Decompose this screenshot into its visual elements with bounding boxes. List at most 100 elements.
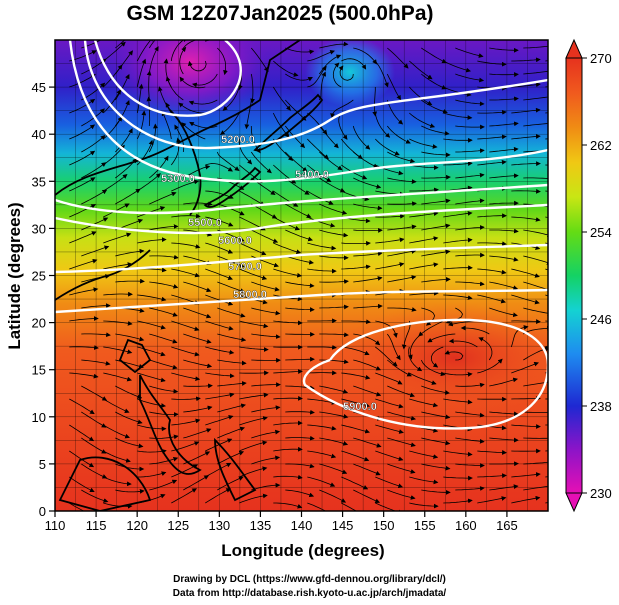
streamline bbox=[285, 47, 315, 55]
streamline bbox=[511, 396, 541, 401]
streamline bbox=[251, 405, 281, 413]
streamline bbox=[188, 99, 218, 106]
streamline bbox=[353, 303, 383, 309]
streamline bbox=[239, 320, 269, 329]
streamline bbox=[341, 346, 370, 356]
streamline bbox=[181, 122, 206, 140]
streamline bbox=[353, 385, 382, 397]
streamline bbox=[69, 424, 95, 442]
streamline bbox=[251, 333, 281, 340]
streamline bbox=[387, 489, 416, 500]
streamline bbox=[251, 281, 280, 292]
streamline bbox=[443, 60, 471, 73]
y-tick-label: 0 bbox=[39, 504, 46, 519]
streamline bbox=[285, 356, 315, 362]
streamline bbox=[307, 216, 336, 228]
streamline bbox=[455, 47, 484, 58]
streamline bbox=[409, 112, 436, 128]
streamline bbox=[443, 112, 473, 120]
streamline bbox=[409, 372, 437, 385]
y-tick-label: 20 bbox=[32, 316, 46, 331]
x-axis: 110 115 120 125 130 135 140 145 150 155 160 165 bbox=[45, 511, 518, 533]
lat-lon-grid bbox=[55, 40, 548, 511]
streamline bbox=[81, 303, 111, 309]
streamline bbox=[455, 73, 485, 83]
streamline bbox=[251, 455, 281, 465]
streamline bbox=[307, 370, 337, 376]
streamline bbox=[81, 108, 105, 127]
streamline bbox=[443, 372, 473, 377]
streamline bbox=[244, 99, 252, 130]
streamline bbox=[137, 372, 166, 383]
streamline bbox=[353, 276, 383, 283]
streamline bbox=[183, 383, 213, 389]
streamline bbox=[374, 60, 389, 88]
contour-label: 5800.0 bbox=[233, 289, 267, 301]
streamline bbox=[273, 446, 303, 452]
contour-label: 5600.0 bbox=[218, 235, 252, 247]
colorbar-tick-label: 246 bbox=[590, 312, 612, 327]
streamline bbox=[239, 416, 268, 426]
streamline bbox=[103, 502, 133, 509]
streamline bbox=[511, 188, 541, 194]
streamline bbox=[81, 332, 111, 338]
streamline bbox=[409, 86, 433, 106]
streamline bbox=[103, 64, 123, 88]
colorbar-tick-label: 270 bbox=[590, 51, 612, 66]
streamline bbox=[341, 240, 371, 246]
streamline bbox=[455, 99, 485, 107]
streamline bbox=[338, 65, 354, 81]
colorbar-bottom-arrow bbox=[565, 492, 583, 513]
height-contour-line bbox=[83, 40, 548, 150]
height-contour-line bbox=[93, 40, 242, 117]
streamline bbox=[523, 94, 548, 101]
streamline bbox=[171, 346, 200, 357]
streamline bbox=[409, 398, 439, 408]
streamline bbox=[307, 49, 335, 62]
streamline bbox=[460, 325, 490, 335]
streamline bbox=[285, 307, 315, 312]
coastline bbox=[214, 437, 257, 502]
y-tick-label: 25 bbox=[32, 269, 46, 284]
streamline bbox=[420, 359, 446, 377]
streamline bbox=[444, 350, 464, 361]
streamline bbox=[307, 138, 329, 160]
streamline bbox=[489, 200, 519, 206]
x-tick-label: 165 bbox=[496, 518, 518, 533]
streamline bbox=[523, 121, 548, 127]
streamline bbox=[146, 70, 152, 101]
streamline bbox=[115, 128, 133, 153]
streamline bbox=[171, 242, 201, 249]
streamline bbox=[477, 213, 507, 219]
colorbar-tick-label: 238 bbox=[590, 399, 612, 414]
streamline bbox=[239, 268, 268, 281]
streamline bbox=[285, 99, 307, 121]
streamline bbox=[149, 434, 179, 440]
streamline bbox=[273, 474, 303, 480]
streamline bbox=[171, 179, 200, 192]
streamline bbox=[149, 359, 178, 370]
coastline bbox=[139, 374, 202, 475]
streamline bbox=[409, 211, 439, 218]
x-tick-label: 155 bbox=[414, 518, 436, 533]
streamline bbox=[375, 320, 398, 338]
streamline bbox=[136, 58, 147, 88]
streamline bbox=[341, 190, 370, 202]
streamline bbox=[375, 346, 398, 367]
streamline bbox=[375, 138, 400, 156]
y-tick-label: 30 bbox=[32, 221, 46, 236]
streamline bbox=[285, 255, 314, 265]
streamline bbox=[273, 502, 303, 509]
streamline bbox=[353, 463, 381, 476]
streamline bbox=[523, 379, 548, 387]
contour-label: 5700.0 bbox=[228, 261, 262, 273]
streamline bbox=[443, 237, 473, 244]
x-tick-label: 140 bbox=[291, 518, 313, 533]
streamline bbox=[386, 125, 411, 144]
streamline bbox=[69, 150, 96, 166]
streamline bbox=[511, 107, 541, 114]
streamline bbox=[285, 489, 315, 498]
streamline bbox=[183, 405, 213, 413]
streamline bbox=[285, 73, 313, 82]
streamline bbox=[409, 236, 439, 244]
